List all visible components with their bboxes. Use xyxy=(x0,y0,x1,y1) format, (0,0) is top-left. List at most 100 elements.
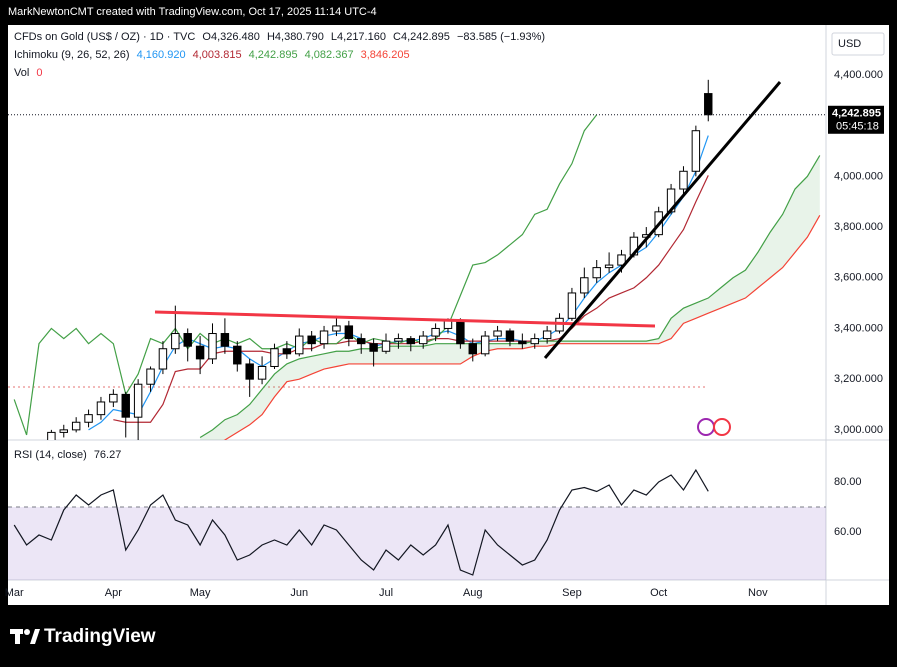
candle-body xyxy=(480,335,490,355)
rsi-line xyxy=(13,468,709,576)
countdown: 05:45:18 xyxy=(836,121,879,133)
author-line: MarkNewtonCMT created with TradingView.c… xyxy=(8,6,377,18)
candle-body xyxy=(171,333,180,350)
currency-box[interactable] xyxy=(831,32,885,56)
candle-body xyxy=(617,254,626,266)
ichimoku-line xyxy=(13,114,598,436)
candle-body xyxy=(394,338,403,342)
x-tick-label: Oct xyxy=(650,587,667,599)
candle-body xyxy=(431,327,440,337)
candle-body xyxy=(691,130,701,172)
currency: USD xyxy=(838,38,861,50)
candle-body xyxy=(493,330,502,337)
candle-body xyxy=(133,383,143,418)
legend-main: CFDs on Gold (US$ / OZ) · 1D · TVC O4,32… xyxy=(14,31,549,43)
y-tick-label: 3,800.000 xyxy=(834,221,883,233)
candle-body xyxy=(307,335,316,345)
candle-body xyxy=(357,338,366,345)
ichimoku-line xyxy=(223,215,821,440)
drawings xyxy=(154,81,782,436)
indicator-label: Ichimoku (9, 26, 52, 26) xyxy=(14,49,130,61)
candle-body xyxy=(468,343,477,355)
candle-body xyxy=(530,338,539,345)
candle-body xyxy=(282,348,292,355)
candle-body xyxy=(418,335,428,345)
volume-value: 0 xyxy=(36,67,43,79)
legend-rsi: RSI (14, close) 76.27 xyxy=(14,449,125,461)
ohlc: H4,380.790 xyxy=(266,31,324,43)
rsi-tick-label: 80.00 xyxy=(834,476,862,488)
candle-body xyxy=(295,335,304,355)
x-tick-label: Apr xyxy=(105,587,122,599)
candle-body xyxy=(518,340,527,345)
candle-body xyxy=(542,330,552,340)
footer-brand: TradingView xyxy=(44,626,156,647)
candle-body xyxy=(84,414,93,423)
x-tick-label: Aug xyxy=(463,587,483,599)
candle-body xyxy=(406,338,416,345)
last-price-label: 4,242.895 xyxy=(832,108,881,120)
candle-body xyxy=(195,345,205,360)
candle-body xyxy=(319,330,329,345)
y-tick-label: 3,600.000 xyxy=(834,272,883,284)
support-trendline[interactable] xyxy=(543,81,782,359)
y-tick-label: 4,400.000 xyxy=(834,69,883,81)
candle-body xyxy=(332,325,341,332)
candle-body xyxy=(71,421,81,431)
candle-body xyxy=(59,429,68,433)
indicator-value: 4,082.367 xyxy=(304,49,354,61)
candle-body xyxy=(381,340,391,352)
indicator-value: 4,003.815 xyxy=(192,49,242,61)
x-tick-label: May xyxy=(190,587,211,599)
y-tick-label: 3,200.000 xyxy=(834,373,883,385)
candle-body xyxy=(208,333,217,360)
x-tick-label: Nov xyxy=(748,587,768,599)
rsi-value: 76.27 xyxy=(93,449,122,461)
candle-body xyxy=(233,345,242,365)
indicator-value: 4,160.920 xyxy=(136,49,186,61)
rsi-pane xyxy=(8,468,826,580)
x-tick-label: Jul xyxy=(379,587,393,599)
candle-body xyxy=(369,343,378,352)
ohlc: C4,242.895 xyxy=(393,31,450,43)
rsi-tick-label: 60.00 xyxy=(834,526,862,538)
candle-body xyxy=(146,368,155,385)
candle-body xyxy=(158,348,168,370)
candle-body xyxy=(456,320,465,345)
rsi-band xyxy=(8,507,826,580)
candle-body xyxy=(580,277,589,294)
event-icon[interactable] xyxy=(697,418,715,436)
y-tick-label: 3,000.000 xyxy=(834,424,883,436)
y-tick-label: 4,000.000 xyxy=(834,170,883,182)
candle-body xyxy=(47,431,56,440)
event-icon[interactable] xyxy=(713,418,731,436)
logo-shape xyxy=(15,629,20,644)
volume-label: Vol xyxy=(14,67,30,79)
candle-body xyxy=(121,393,130,418)
candle-body xyxy=(96,401,106,416)
candle-body xyxy=(604,264,614,269)
candle-body xyxy=(505,330,515,342)
logo-shape xyxy=(30,629,40,644)
candle-body xyxy=(270,348,279,367)
indicator-value: 4,242.895 xyxy=(248,49,298,61)
resistance-trendline[interactable] xyxy=(154,310,656,328)
candle-body xyxy=(344,325,354,340)
logo-shape xyxy=(24,629,30,635)
ohlc: −83.585 (−1.93%) xyxy=(456,31,546,43)
ohlc: O4,326.480 xyxy=(202,31,260,43)
x-tick-label: Jun xyxy=(290,587,308,599)
candle-body xyxy=(567,292,577,319)
rsi-label: RSI (14, close) xyxy=(14,449,87,461)
candle-body xyxy=(443,320,453,329)
ichimoku-cloud xyxy=(200,155,820,440)
last-price-box xyxy=(828,105,884,134)
candle-body xyxy=(109,393,118,403)
chart-background xyxy=(8,25,889,605)
candle-body xyxy=(592,267,601,279)
indicator-value: 3,846.205 xyxy=(360,49,410,61)
candle-body xyxy=(257,365,267,380)
legend-indicator: Ichimoku (9, 26, 52, 26) 4,160.920 4,003… xyxy=(14,49,414,61)
